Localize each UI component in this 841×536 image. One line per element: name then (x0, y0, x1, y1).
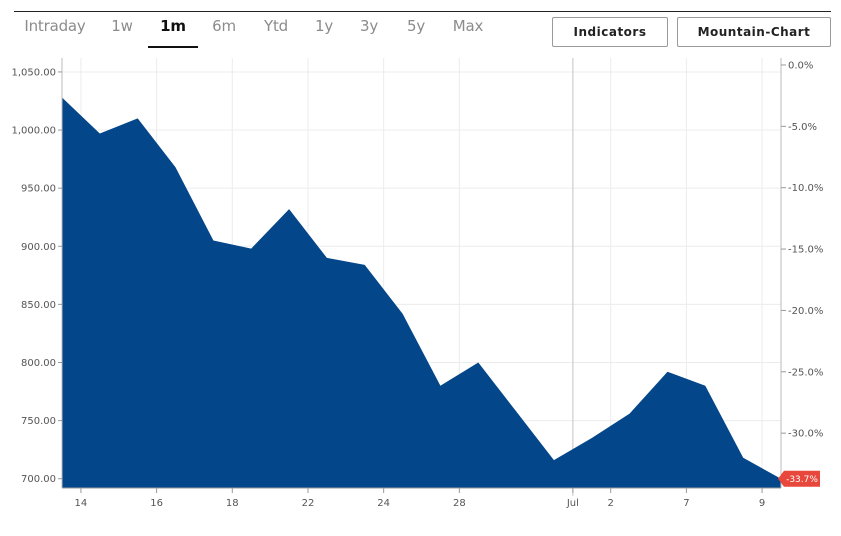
x-tick-label: 22 (302, 498, 315, 509)
mountain-chart-button[interactable]: Mountain-Chart (677, 17, 831, 47)
x-tick-label: 2 (608, 498, 614, 509)
y-tick-label: 1,000.00 (11, 126, 56, 137)
y2-tick-label: -20.0% (788, 306, 823, 317)
y2-tick-label: -25.0% (788, 367, 823, 378)
y-tick-label: 950.00 (21, 184, 56, 195)
x-tick-label: 28 (453, 498, 466, 509)
tab-5y[interactable]: 5y (406, 17, 426, 35)
y-tick-label: 900.00 (21, 242, 56, 253)
tab-3y[interactable]: 3y (359, 17, 379, 35)
y-tick-label: 1,050.00 (11, 67, 56, 78)
y2-tick-label: -15.0% (788, 245, 823, 256)
tab-6m[interactable]: 6m (212, 17, 236, 35)
y2-tick-label: -30.0% (788, 429, 823, 440)
x-tick-label: 18 (226, 498, 239, 509)
last-change-badge (778, 470, 820, 487)
y-tick-label: 800.00 (21, 358, 56, 369)
y2-tick-label: 0.0% (788, 60, 813, 71)
x-tick-label: 9 (759, 498, 765, 509)
tab-1m[interactable]: 1m (148, 12, 198, 48)
y2-tick-label: -5.0% (788, 122, 817, 133)
tab-ytd[interactable]: Ytd (264, 17, 288, 35)
tab-1w[interactable]: 1w (111, 17, 133, 35)
price-area (62, 97, 781, 488)
top-rule (14, 11, 831, 12)
x-tick-label: 16 (150, 498, 163, 509)
y-tick-label: 700.00 (21, 474, 56, 485)
tab-intraday[interactable]: Intraday (24, 17, 86, 35)
x-tick-label: 24 (377, 498, 390, 509)
y-tick-label: 850.00 (21, 300, 56, 311)
indicators-button[interactable]: Indicators (552, 17, 668, 47)
x-tick-label: Jul (566, 498, 579, 509)
y-tick-label: 750.00 (21, 416, 56, 427)
tab-max[interactable]: Max (452, 17, 484, 35)
tab-1y[interactable]: 1y (314, 17, 334, 35)
y2-tick-label: -10.0% (788, 183, 823, 194)
range-tabs: Intraday 1w 1m 6m Ytd 1y 3y 5y Max (14, 12, 496, 48)
x-tick-label: 14 (75, 498, 88, 509)
price-chart: 700.00 750.00 800.00 850.00 900.00 950.00 1,00… (11, 58, 823, 509)
x-tick-label: 7 (683, 498, 689, 509)
last-change-label: -33.7% (786, 475, 818, 485)
